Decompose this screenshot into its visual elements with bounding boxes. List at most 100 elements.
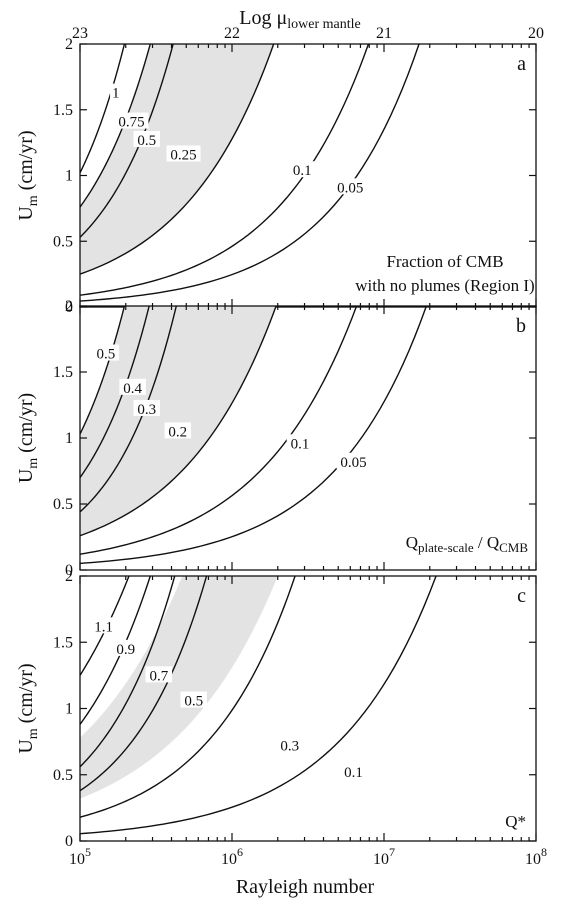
contour-label: 0.25 xyxy=(170,147,196,163)
y-axis-title-unit: (cm/yr) xyxy=(15,663,37,728)
contour-line xyxy=(79,43,420,302)
y-tick-label: 0.5 xyxy=(53,767,73,784)
panel-a: 1 0.75 0.5 0.25 0.1 0.05 0 0.5 1 1.5 2 a Um (cm/yr) F… xyxy=(15,36,537,316)
panel-c: 1.10.9 0.7 0.5 0.3 0.1 0 0.5 1 1.5 2 c Um (cm/yr) Q* xyxy=(15,568,537,850)
contour-label-bg xyxy=(286,434,314,451)
y-tick-label: 1 xyxy=(65,430,73,447)
x-tick-label: 108 xyxy=(525,845,547,868)
contour-label-bg xyxy=(90,617,117,634)
contour-label: 0.4 xyxy=(123,381,142,397)
y-tick-label: 0 xyxy=(65,562,73,579)
x-tick-label: 107 xyxy=(373,845,395,868)
y-axis-title-sub: m xyxy=(26,728,41,739)
contour-label-bg xyxy=(119,378,146,395)
contour-label: 1.1 xyxy=(94,619,113,635)
contour-line xyxy=(79,43,126,174)
contour-label-bg xyxy=(114,112,149,129)
contour-line xyxy=(79,575,437,835)
contour-label-bg xyxy=(180,691,207,708)
contour-label: 0.05 xyxy=(337,180,363,196)
contour-label: 0.1 xyxy=(291,436,310,452)
panel-b: 0.5 0.4 0.3 0.2 0.1 0.05 0 0.5 1 1.5 2 b Um (cm/yr) Q… xyxy=(15,298,537,579)
top-tick-label: 21 xyxy=(376,25,392,42)
contour-label-bg xyxy=(336,452,371,469)
y-axis-title-main: U xyxy=(15,468,37,483)
contour-label-bg xyxy=(164,422,192,439)
y-axis-title: Um (cm/yr) xyxy=(15,130,41,220)
contour-label: 0.5 xyxy=(137,133,156,149)
contour-label: 0.1 xyxy=(293,163,312,179)
y-tick-label: 0.5 xyxy=(53,233,73,250)
contour-label: 0.5 xyxy=(184,694,203,710)
shaded-band xyxy=(80,576,278,799)
y-tick-label: 2 xyxy=(65,568,73,585)
contour-label: 1 xyxy=(112,86,120,102)
contour-line xyxy=(79,305,126,435)
y-tick-label: 1.5 xyxy=(53,634,73,651)
contour-line xyxy=(79,305,358,555)
y-axis-title-main: U xyxy=(15,739,37,754)
annotation-ratio-sub-1: plate-scale xyxy=(418,540,474,555)
contour-label: 0.5 xyxy=(97,347,116,363)
contour-label: 0.05 xyxy=(340,455,366,471)
y-axis-title-unit: (cm/yr) xyxy=(15,130,37,195)
contour-line xyxy=(79,305,277,537)
contour-line xyxy=(79,305,177,513)
bottom-axis-ticks: 105 106 107 108 xyxy=(69,845,547,868)
contour-label-bg xyxy=(289,161,316,178)
contour-line xyxy=(79,43,151,208)
y-axis-title: Um (cm/yr) xyxy=(15,663,41,753)
top-tick-label: 23 xyxy=(72,25,88,42)
top-axis-title-sub: lower mantle xyxy=(287,17,360,32)
y-tick-label: 0 xyxy=(65,299,73,316)
contour-label: 0.3 xyxy=(280,739,299,755)
contour-line xyxy=(79,43,275,275)
y-tick-label: 2 xyxy=(65,298,73,315)
y-tick-label: 1.5 xyxy=(53,102,73,119)
contour-line xyxy=(79,575,208,792)
contour-label-bg xyxy=(92,344,120,361)
x-tick-label: 105 xyxy=(69,845,91,868)
top-axis-title-main: Log μ xyxy=(239,7,287,29)
y-tick-label: 1.5 xyxy=(53,364,73,381)
y-axis-title-sub: m xyxy=(26,195,41,206)
contour-label-bg xyxy=(133,130,161,147)
contour-label: 0.75 xyxy=(118,115,144,131)
panel-label: a xyxy=(517,53,526,75)
contour-label-bg xyxy=(133,399,161,416)
contour-line xyxy=(79,305,150,479)
contour-line xyxy=(79,575,296,818)
y-axis-title: Um (cm/yr) xyxy=(15,393,41,483)
shaded-band xyxy=(80,306,277,536)
contour-label-bg xyxy=(110,83,122,100)
top-axis-title: Log μlower mantle xyxy=(239,7,360,32)
annotation-line-1: Fraction of CMB xyxy=(386,252,503,271)
panel-label: c xyxy=(517,585,526,607)
contour-label-bg xyxy=(166,145,201,162)
y-axis-title-unit: (cm/yr) xyxy=(15,393,37,458)
contour-label-bg xyxy=(145,666,173,683)
y-tick-label: 0 xyxy=(65,833,73,850)
contour-label: 0.1 xyxy=(344,765,363,781)
contour-line xyxy=(79,43,370,296)
contour-label-bg xyxy=(333,178,368,195)
y-axis-title-main: U xyxy=(15,206,37,221)
y-axis-title-sub: m xyxy=(26,458,41,469)
annotation: Q* xyxy=(505,812,526,831)
contour-line xyxy=(79,43,174,238)
contour-label: 0.2 xyxy=(168,424,187,440)
contour-label: 0.3 xyxy=(137,402,156,418)
contour-line xyxy=(79,575,151,725)
contour-label-bg xyxy=(340,763,367,780)
top-axis-ticks: 23 22 21 20 xyxy=(72,25,544,42)
annotation-ratio: Qplate-scale / QCMB xyxy=(406,533,529,555)
contour-label: 0.9 xyxy=(116,642,135,658)
y-tick-label: 0.5 xyxy=(53,496,73,513)
annotation-ratio-sub-2: CMB xyxy=(499,540,528,555)
contour-line xyxy=(79,305,428,565)
contour-label-bg xyxy=(112,639,140,656)
contour-label: 0.7 xyxy=(149,668,168,684)
contour-label-bg xyxy=(276,736,304,753)
y-tick-label: 1 xyxy=(65,168,73,185)
x-tick-label: 106 xyxy=(221,845,243,868)
